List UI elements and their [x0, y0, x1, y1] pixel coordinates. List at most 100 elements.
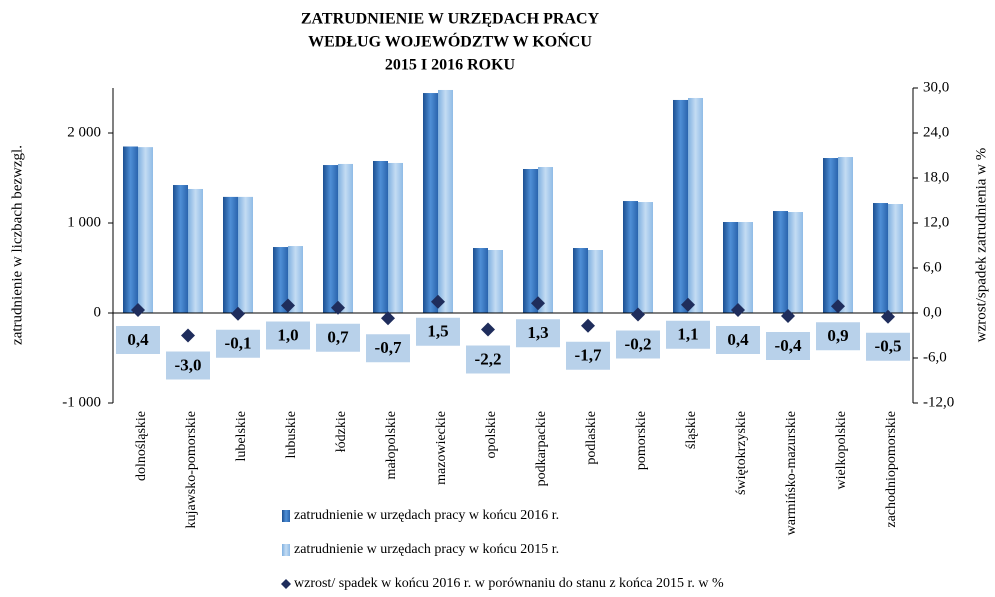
- bar: [623, 201, 638, 313]
- x-tick-label: lubelskie: [234, 411, 249, 462]
- value-label: 0,4: [127, 330, 149, 349]
- value-label: -3,0: [175, 355, 202, 374]
- bar: [823, 158, 838, 313]
- value-label: -0,2: [625, 334, 652, 353]
- bar: [323, 165, 338, 313]
- legend-label: wzrost/ spadek w końcu 2016 r. w porówna…: [294, 576, 724, 591]
- diamond: [531, 296, 545, 311]
- x-tick-label: małopolskie: [384, 411, 399, 479]
- bar: [688, 97, 703, 314]
- value-label: 0,9: [827, 326, 848, 345]
- chart-title: ZATRUDNIENIE W URZĘDACH PRACY: [301, 11, 600, 28]
- y-tick-label: -1 000: [62, 394, 101, 410]
- value-label: 1,0: [277, 325, 298, 344]
- x-tick-label: wielkopolskie: [834, 411, 849, 490]
- x-tick-label: podlaskie: [584, 411, 599, 465]
- bar: [488, 250, 503, 313]
- x-tick-label: łódzkie: [334, 411, 349, 452]
- bar: [338, 163, 353, 313]
- bar: [523, 169, 538, 313]
- x-tick-label: podkarpackie: [534, 411, 549, 486]
- value-label: 1,1: [677, 325, 698, 344]
- x-tick-label: pomorskie: [634, 411, 649, 470]
- diamond: [831, 299, 845, 314]
- y2-tick-label: 12,0: [923, 214, 949, 230]
- value-label-box: [616, 330, 660, 359]
- bar: [888, 204, 903, 313]
- bar: [223, 196, 238, 313]
- bar: [423, 93, 438, 313]
- bar: [373, 160, 388, 313]
- value-label: 1,3: [527, 323, 548, 342]
- bar: [588, 250, 603, 313]
- diamond: [881, 309, 895, 324]
- value-label-box: [116, 326, 160, 354]
- diamond: [181, 328, 195, 343]
- value-label: -1,7: [575, 346, 602, 365]
- value-label-box: [316, 323, 360, 352]
- y2-tick-label: 24,0: [923, 124, 949, 140]
- x-tick-label: kujawsko-pomorskie: [184, 411, 199, 528]
- x-tick-label: śląskie: [684, 411, 699, 449]
- value-label-box: [416, 317, 460, 346]
- value-label-box: [816, 322, 860, 351]
- y-tick-label: 0: [94, 304, 102, 320]
- bar: [788, 212, 803, 313]
- value-label-box: [766, 332, 810, 360]
- value-label: 0,7: [327, 328, 349, 347]
- value-label-box: [366, 334, 410, 363]
- value-label-box: [516, 319, 560, 348]
- legend-swatch: [281, 579, 291, 589]
- y2-tick-label: 6,0: [923, 259, 942, 275]
- x-tick-label: opolskie: [484, 411, 499, 458]
- value-label-box: [466, 345, 510, 374]
- bar: [538, 167, 553, 313]
- x-tick-label: zachodniopomorskie: [884, 411, 899, 528]
- legend-swatch: [282, 544, 290, 556]
- diamond: [731, 303, 745, 317]
- y-tick-label: 1 000: [67, 214, 101, 230]
- value-label-box: [166, 351, 210, 380]
- bar: [438, 89, 453, 313]
- bar: [123, 146, 138, 313]
- bar: [188, 188, 203, 313]
- diamond: [431, 294, 445, 309]
- legend-swatch: [282, 510, 290, 522]
- y-axis-title: zatrudnienie w liczbach bezwzgl.: [9, 145, 25, 345]
- x-tick-label: mazowieckie: [434, 411, 449, 485]
- value-label: -0,4: [775, 336, 802, 355]
- value-label-box: [866, 332, 910, 361]
- diamond: [281, 298, 295, 313]
- bar: [173, 185, 188, 313]
- bar: [573, 248, 588, 313]
- diamond: [231, 306, 245, 321]
- value-label: -2,2: [475, 349, 502, 368]
- value-label-box: [266, 321, 310, 350]
- value-label-box: [216, 329, 260, 358]
- value-label: -0,7: [375, 338, 402, 357]
- bar: [738, 222, 753, 313]
- y2-axis-title: wzrost/spadek zatrudnienia w %: [973, 148, 989, 343]
- value-label-box: [566, 341, 610, 370]
- bar: [773, 211, 788, 313]
- bar: [288, 246, 303, 313]
- value-label: 1,5: [427, 322, 448, 341]
- diamond: [331, 300, 345, 315]
- bar: [638, 202, 653, 313]
- legend-label: zatrudnienie w urzędach pracy w końcu 20…: [294, 508, 559, 523]
- bar: [273, 247, 288, 313]
- x-tick-label: świętokrzyskie: [734, 411, 749, 495]
- value-label: 0,4: [727, 330, 749, 349]
- diamond: [481, 322, 495, 337]
- bar: [138, 147, 153, 313]
- bar: [723, 222, 738, 313]
- diamond: [681, 297, 695, 312]
- diamond: [581, 318, 595, 333]
- y2-tick-label: -12,0: [923, 394, 954, 410]
- chart-title: WEDŁUG WOJEWÓDZTW W KOŃCU: [308, 32, 592, 51]
- y2-tick-label: 30,0: [923, 79, 949, 95]
- bar: [673, 99, 688, 313]
- bar: [473, 248, 488, 313]
- chart-title: 2015 I 2016 ROKU: [385, 57, 516, 74]
